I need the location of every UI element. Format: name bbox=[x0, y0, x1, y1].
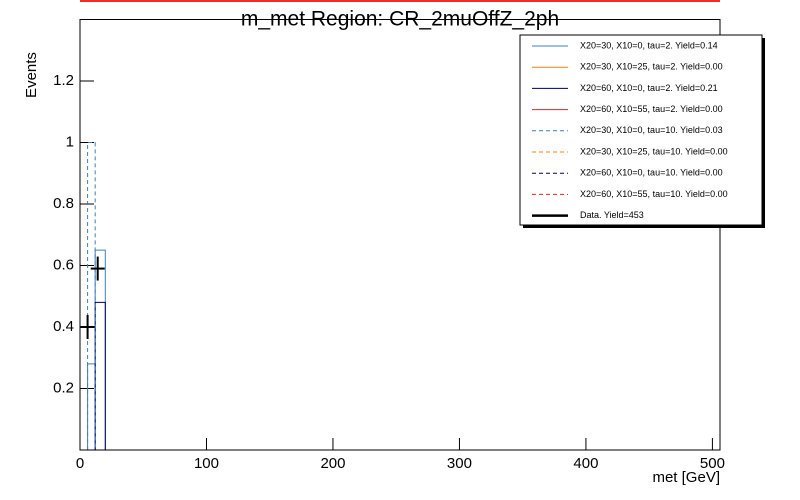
x-tick-label: 0 bbox=[76, 455, 84, 472]
x-tick-label: 100 bbox=[194, 455, 219, 472]
x-tick-label: 500 bbox=[700, 455, 725, 472]
histogram-bin bbox=[87, 363, 96, 450]
histogram-bin bbox=[87, 142, 96, 450]
y-tick-label: 0.4 bbox=[53, 318, 74, 335]
legend-label: X20=30, X10=25, tau=2. Yield=0.00 bbox=[580, 62, 723, 72]
legend-label: X20=30, X10=25, tau=10. Yield=0.00 bbox=[580, 146, 728, 156]
y-axis-label: Events bbox=[23, 52, 40, 98]
legend-label: X20=60, X10=55, tau=2. Yield=0.00 bbox=[580, 104, 723, 114]
y-tick-label: 0.2 bbox=[53, 379, 74, 396]
legend-box bbox=[519, 34, 763, 226]
y-tick-label: 1 bbox=[66, 133, 74, 150]
x-tick-label: 300 bbox=[447, 455, 472, 472]
legend-label: X20=30, X10=0, tau=2. Yield=0.14 bbox=[580, 40, 718, 50]
plot-frame bbox=[79, 19, 721, 451]
histogram-bin bbox=[94, 249, 106, 450]
x-tick-label: 400 bbox=[573, 455, 598, 472]
legend-label: X20=60, X10=0, tau=10. Yield=0.00 bbox=[580, 168, 723, 178]
x-tick-label: 200 bbox=[320, 455, 345, 472]
x-axis-label: met [GeV] bbox=[652, 469, 720, 486]
histogram-bin bbox=[94, 301, 106, 450]
y-tick-label: 1.2 bbox=[53, 72, 74, 89]
legend-label: X20=60, X10=0, tau=2. Yield=0.21 bbox=[580, 83, 718, 93]
legend-label: Data. Yield=453 bbox=[580, 210, 644, 220]
legend-label: X20=60, X10=55, tau=10. Yield=0.00 bbox=[580, 189, 728, 199]
legend-label: X20=30, X10=0, tau=10. Yield=0.03 bbox=[580, 125, 723, 135]
y-tick-label: 0.6 bbox=[53, 256, 74, 273]
y-tick-label: 0.8 bbox=[53, 195, 74, 212]
